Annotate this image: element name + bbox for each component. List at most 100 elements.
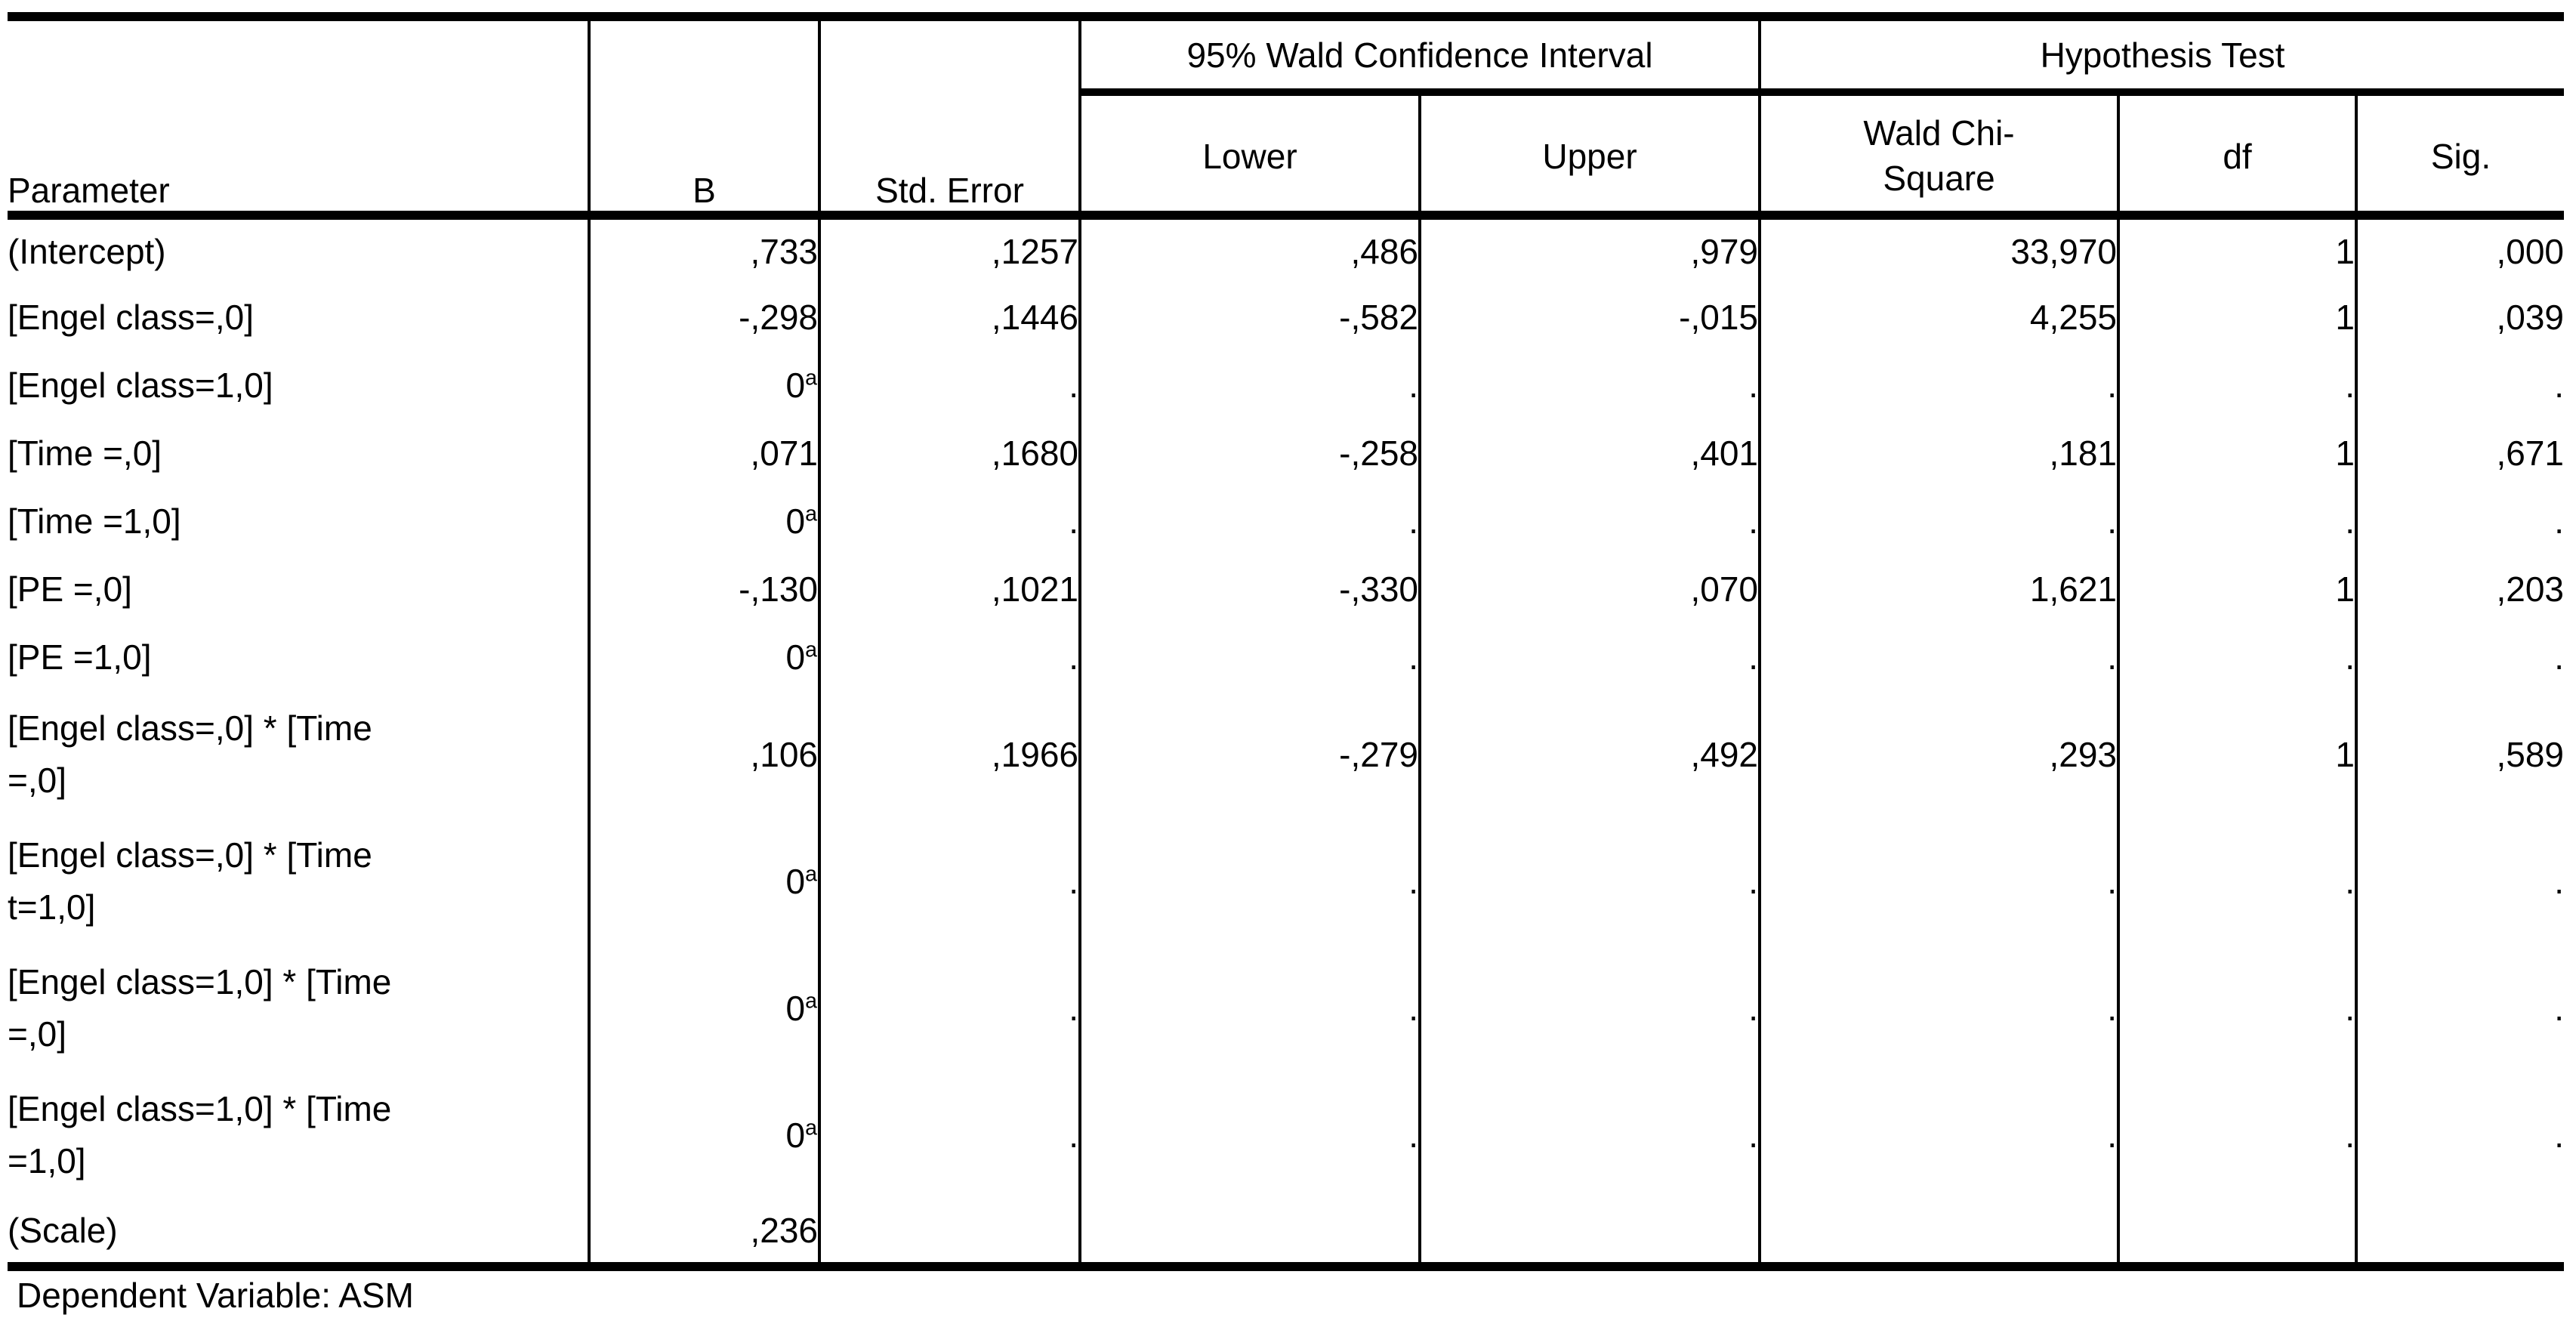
cell-sig: ,203 — [2355, 555, 2565, 623]
table-row: [Engel class=1,0] 0a...... — [8, 351, 2565, 419]
cell-b: -,130 — [588, 555, 819, 623]
cell-std-error: ,1680 — [818, 419, 1080, 487]
cell-upper: . — [1418, 351, 1760, 419]
table-row: [PE =1,0] 0a...... — [8, 623, 2565, 691]
cell-upper: ,492 — [1418, 691, 1760, 818]
cell-lower — [1078, 1199, 1420, 1267]
cell-sig: . — [2355, 487, 2565, 555]
table-row: [Time =1,0] 0a...... — [8, 487, 2565, 555]
parameter-label: [Engel class=,0] * [Time =,0] — [8, 708, 372, 800]
redundant-parameter-superscript: a — [805, 1116, 818, 1140]
column-header-wald-chi-square: Wald Chi- Square — [1758, 92, 2119, 220]
cell-sig: . — [2355, 1072, 2565, 1199]
cell-std-error: . — [818, 1072, 1080, 1199]
cell-b: 0a — [588, 1072, 819, 1199]
cell-sig: . — [2355, 818, 2565, 945]
table-body: (Intercept) ,733,1257,486,979 33,970 1,000[… — [8, 215, 2565, 1267]
cell-df: . — [2117, 351, 2357, 419]
cell-b: 0a — [588, 945, 819, 1072]
parameter-label: [PE =,0] — [8, 569, 132, 609]
cell-upper: -,015 — [1418, 283, 1760, 351]
cell-b: 0a — [588, 351, 819, 419]
cell-lower: . — [1078, 945, 1420, 1072]
cell-sig: ,039 — [2355, 283, 2565, 351]
parameter-label: [Engel class=1,0] — [8, 365, 273, 405]
redundant-parameter-superscript: a — [805, 989, 818, 1014]
cell-lower: . — [1078, 487, 1420, 555]
cell-wald-chi-square: . — [1758, 351, 2119, 419]
table-row: (Scale) ,236 — [8, 1199, 2565, 1267]
cell-std-error: . — [818, 487, 1080, 555]
cell-upper: . — [1418, 945, 1760, 1072]
cell-wald-chi-square: 33,970 — [1758, 215, 2119, 283]
cell-wald-chi-square — [1758, 1199, 2119, 1267]
cell-sig: . — [2355, 623, 2565, 691]
column-header-df: df — [2117, 92, 2357, 220]
cell-df: 1 — [2117, 283, 2357, 351]
cell-lower: . — [1078, 623, 1420, 691]
parameter-label: [Engel class=1,0] * [Time =1,0] — [8, 1089, 392, 1180]
cell-df: . — [2117, 623, 2357, 691]
table-row: [PE =,0] -,130,1021 -,330,070 1,621 1,203 — [8, 555, 2565, 623]
cell-b: 0a — [588, 623, 819, 691]
cell-wald-chi-square: . — [1758, 818, 2119, 945]
cell-upper: . — [1418, 1072, 1760, 1199]
parameter-label: [PE =1,0] — [8, 637, 152, 677]
table-row: [Engel class=,0] -,298,1446 -,582 -,015 4,25… — [8, 283, 2565, 351]
cell-wald-chi-square: . — [1758, 1072, 2119, 1199]
cell-b: ,236 — [588, 1199, 819, 1267]
cell-lower: -,258 — [1078, 419, 1420, 487]
cell-sig: ,000 — [2355, 215, 2565, 283]
redundant-parameter-superscript: a — [805, 862, 818, 887]
cell-wald-chi-square: 1,621 — [1758, 555, 2119, 623]
cell-lower: -,582 — [1078, 283, 1420, 351]
cell-df: . — [2117, 818, 2357, 945]
cell-b: 0a — [588, 487, 819, 555]
parameter-label: [Time =,0] — [8, 433, 162, 473]
cell-std-error: . — [818, 818, 1080, 945]
cell-df: . — [2117, 487, 2357, 555]
parameter-label: [Engel class=1,0] * [Time =,0] — [8, 962, 392, 1054]
cell-df: . — [2117, 945, 2357, 1072]
cell-wald-chi-square: . — [1758, 487, 2119, 555]
table-row: (Intercept) ,733,1257,486,979 33,970 1,000 — [8, 215, 2565, 283]
cell-lower: . — [1078, 1072, 1420, 1199]
table-row: [Time =,0] ,071,1680 -,258,401,181 1,671 — [8, 419, 2565, 487]
parameter-label: (Scale) — [8, 1210, 118, 1250]
column-header-std-error: Std. Error — [818, 17, 1080, 220]
parameter-estimates-table: Parameter B Std. Error 95% Wald Confiden… — [8, 12, 2576, 1316]
wald-header-line1: Wald Chi- — [1863, 113, 2015, 153]
spss-output-table: Parameter B Std. Error 95% Wald Confiden… — [8, 12, 2565, 1271]
cell-b: ,106 — [588, 691, 819, 818]
table-row: [Engel class=1,0] * [Time =,0] 0a...... — [8, 945, 2565, 1072]
column-header-b: B — [588, 17, 819, 220]
cell-std-error: . — [818, 623, 1080, 691]
cell-upper: . — [1418, 623, 1760, 691]
cell-sig: ,671 — [2355, 419, 2565, 487]
cell-df: . — [2117, 1072, 2357, 1199]
parameter-label: (Intercept) — [8, 231, 166, 271]
cell-b: 0a — [588, 818, 819, 945]
column-header-sig: Sig. — [2355, 92, 2565, 220]
cell-b: ,071 — [588, 419, 819, 487]
column-group-confidence-interval: 95% Wald Confidence Interval — [1078, 17, 1760, 96]
cell-std-error — [818, 1199, 1080, 1267]
cell-upper: ,401 — [1418, 419, 1760, 487]
cell-lower: ,486 — [1078, 215, 1420, 283]
cell-wald-chi-square: ,181 — [1758, 419, 2119, 487]
cell-df — [2117, 1199, 2357, 1267]
redundant-parameter-superscript: a — [805, 366, 818, 390]
cell-lower: -,330 — [1078, 555, 1420, 623]
cell-sig — [2355, 1199, 2565, 1267]
cell-df: 1 — [2117, 419, 2357, 487]
cell-wald-chi-square: ,293 — [1758, 691, 2119, 818]
wald-header-line2: Square — [1883, 159, 1995, 198]
cell-std-error: ,1966 — [818, 691, 1080, 818]
cell-df: 1 — [2117, 215, 2357, 283]
cell-sig: ,589 — [2355, 691, 2565, 818]
cell-std-error: . — [818, 351, 1080, 419]
redundant-parameter-superscript: a — [805, 501, 818, 526]
column-header-upper: Upper — [1418, 92, 1760, 220]
cell-b: ,733 — [588, 215, 819, 283]
table-header: Parameter B Std. Error 95% Wald Confiden… — [8, 17, 2565, 220]
